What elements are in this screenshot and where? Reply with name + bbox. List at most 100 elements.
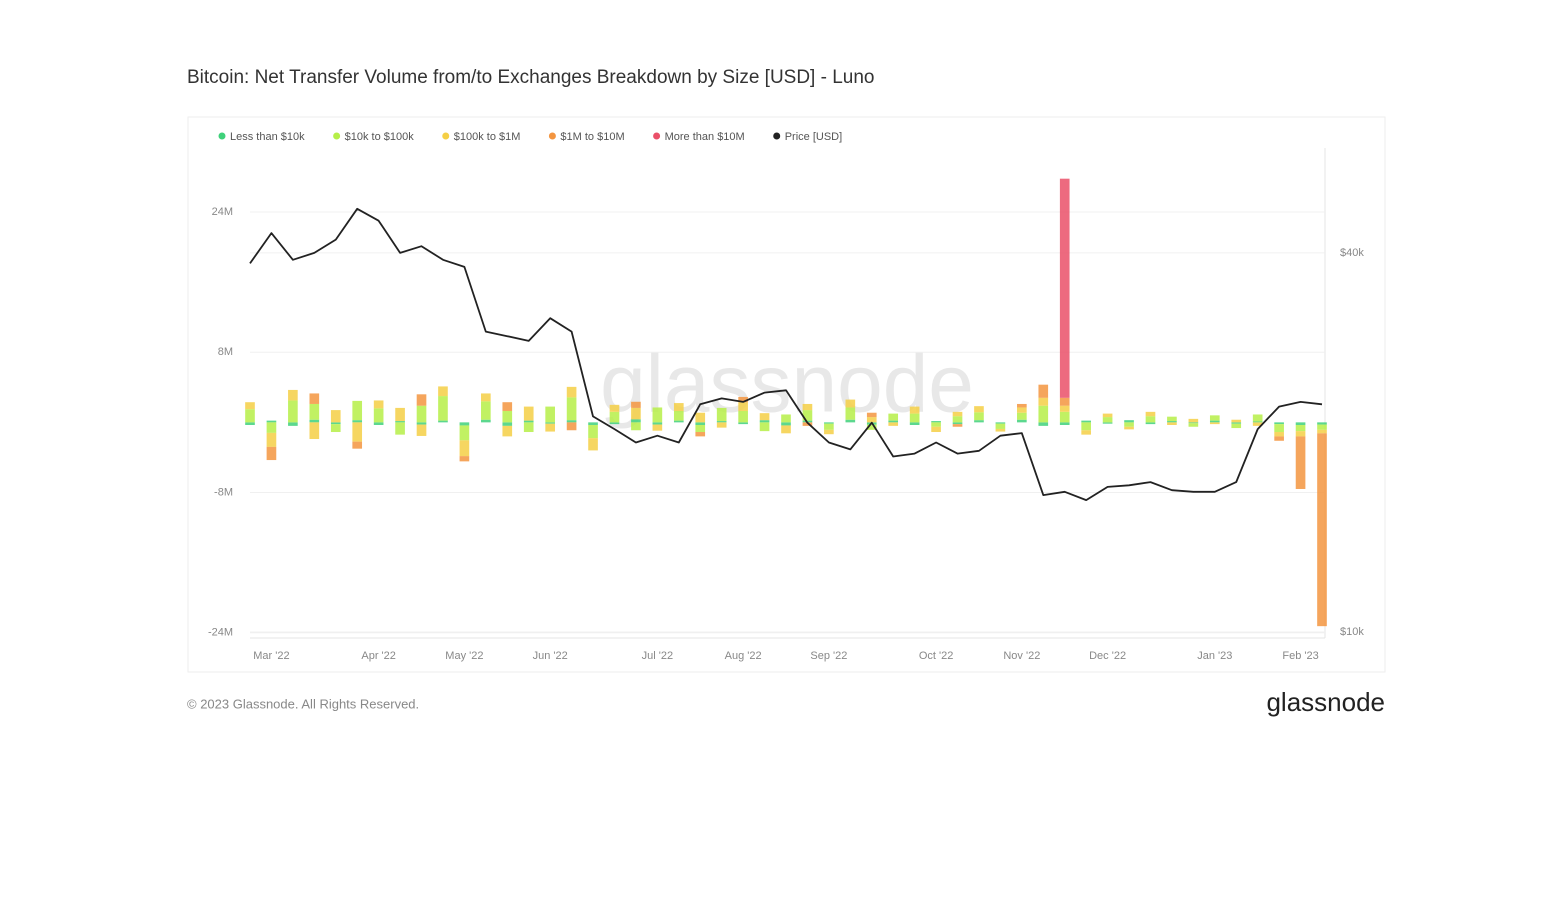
bar	[974, 406, 984, 413]
bar	[309, 403, 320, 420]
chart-title: Bitcoin: Net Transfer Volume from/to Exc…	[187, 67, 875, 88]
bar	[952, 411, 963, 417]
bar	[502, 402, 513, 411]
bar	[459, 456, 470, 462]
bar	[1059, 397, 1070, 406]
y-tick-label: 8M	[218, 346, 233, 358]
bar	[609, 422, 620, 425]
bar	[1124, 420, 1134, 423]
bar	[1102, 422, 1113, 424]
legend-label: Less than $10k	[230, 131, 305, 143]
bar	[1188, 422, 1199, 424]
bar	[245, 422, 255, 425]
bar	[1295, 431, 1306, 437]
bar	[566, 397, 577, 421]
x-tick-label: Jun '22	[533, 650, 568, 662]
bar	[245, 402, 255, 410]
legend-label: $10k to $100k	[345, 131, 415, 143]
bar	[1188, 418, 1199, 423]
bar	[416, 394, 427, 406]
bar	[631, 407, 641, 420]
bar	[931, 422, 941, 427]
bar	[931, 421, 941, 423]
bar	[1081, 430, 1091, 435]
y-tick-label: -24M	[208, 627, 233, 639]
bar	[673, 410, 684, 421]
bar	[1017, 403, 1027, 408]
bar	[1124, 426, 1134, 430]
bar	[695, 412, 706, 423]
bar	[1124, 422, 1134, 427]
bar	[888, 422, 899, 426]
bar	[373, 408, 384, 423]
bar	[781, 422, 791, 426]
bar	[481, 401, 491, 420]
bar	[1017, 419, 1027, 423]
bar	[609, 404, 620, 412]
chart-frame	[187, 116, 1386, 673]
bar	[995, 428, 1006, 432]
bar	[566, 386, 577, 398]
bar	[1059, 178, 1070, 398]
bar	[588, 438, 598, 451]
bar	[824, 422, 834, 424]
bar	[502, 422, 513, 426]
bar	[738, 410, 748, 423]
bar	[1145, 422, 1156, 425]
bar	[1038, 405, 1049, 423]
bar	[845, 399, 856, 408]
bar	[1038, 397, 1049, 406]
bar	[1295, 436, 1306, 489]
bar	[738, 402, 748, 411]
bar	[888, 413, 899, 421]
bar	[1209, 420, 1220, 423]
bar	[738, 422, 748, 425]
bar	[588, 424, 598, 439]
y2-tick-label: $40k	[1340, 247, 1364, 259]
bar	[888, 420, 899, 423]
bar	[545, 422, 555, 424]
bar	[288, 400, 298, 423]
bar	[523, 420, 534, 423]
bar	[330, 422, 341, 425]
bar	[1274, 424, 1284, 433]
legend-marker	[548, 132, 556, 140]
bar	[695, 422, 706, 425]
bar	[1295, 422, 1306, 425]
bar	[288, 422, 298, 426]
bar	[952, 416, 963, 423]
bar	[416, 422, 427, 425]
bar	[266, 422, 277, 433]
bar	[438, 386, 448, 397]
x-tick-label: Jul '22	[642, 650, 673, 662]
bar	[716, 422, 727, 428]
bar	[266, 446, 277, 461]
bar	[952, 422, 963, 425]
bar	[1145, 411, 1156, 417]
bar	[1102, 417, 1113, 423]
x-tick-label: Nov '22	[1003, 650, 1040, 662]
bar	[1317, 433, 1327, 627]
bar	[802, 403, 813, 411]
bar	[1081, 422, 1091, 431]
bar	[1295, 424, 1306, 432]
bar	[909, 406, 920, 414]
bar	[352, 420, 363, 423]
bar	[1167, 416, 1177, 422]
bar	[1209, 415, 1220, 421]
bar	[824, 423, 834, 430]
bar	[266, 432, 277, 447]
bar	[438, 420, 448, 423]
price-line	[249, 207, 1323, 501]
bar	[330, 424, 341, 433]
bar	[631, 419, 641, 423]
bar	[802, 410, 813, 421]
bar	[481, 393, 491, 402]
bar	[1317, 422, 1327, 425]
bar	[1038, 422, 1049, 426]
bar	[845, 407, 856, 420]
bar	[1081, 420, 1091, 423]
bar	[288, 389, 298, 401]
bar	[845, 419, 856, 423]
